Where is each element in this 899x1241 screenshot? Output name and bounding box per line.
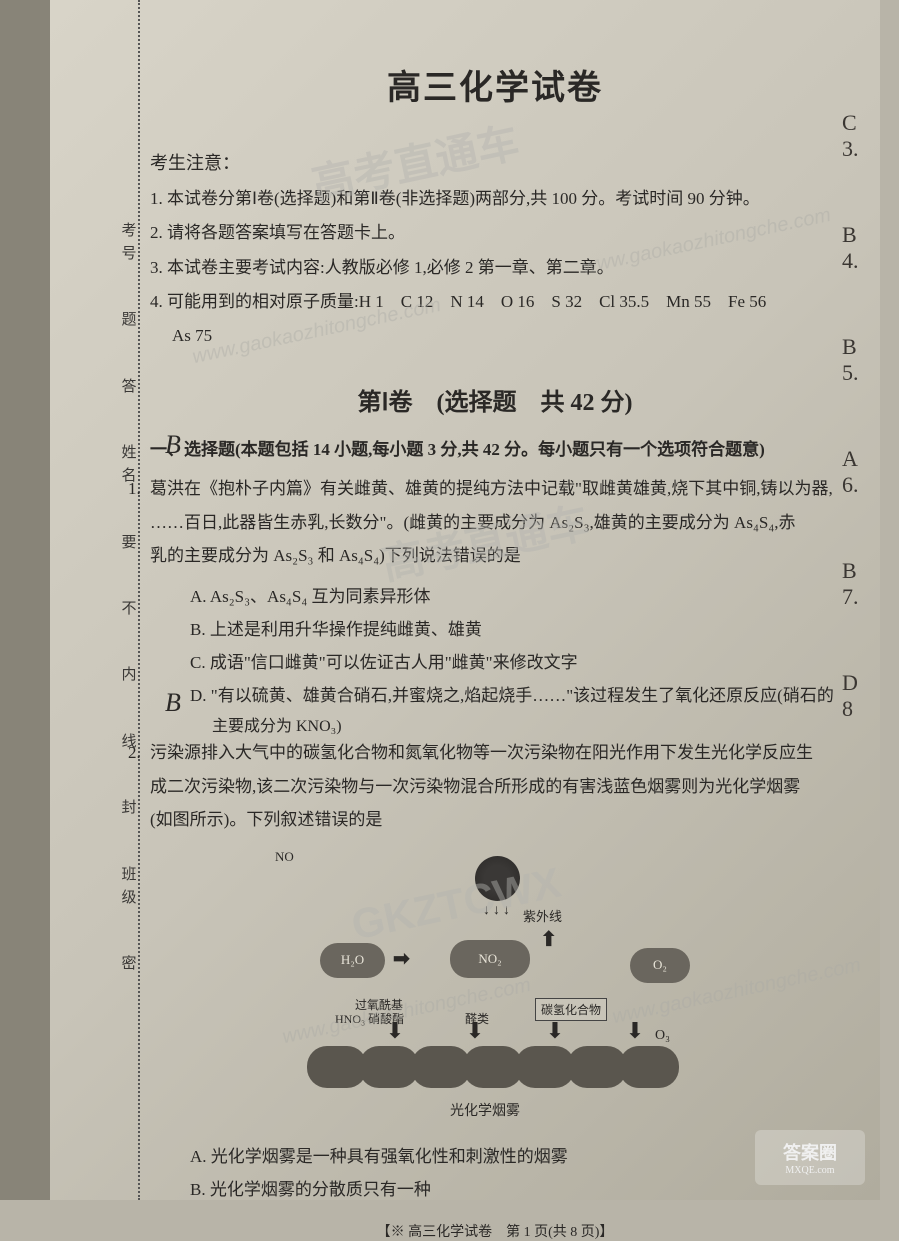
exam-page: 考号 题 答 姓名 要 不 内 线 封 班级 密 高三化学试卷 考生注意： 1.… [50, 0, 880, 1200]
uv-rays-icon: ↓↓↓ [483, 903, 513, 919]
q2-line2: 成二次污染物,该二次污染物与一次污染物混合所形成的有害浅蓝色烟雾则为光化学烟雾 [150, 777, 800, 796]
margin-note: C 3. [842, 110, 872, 162]
v-label-yao: 要 [118, 534, 139, 557]
binding-edge [0, 0, 50, 1200]
q1-number: 1. [128, 472, 141, 505]
v-label-examno: 考号 [118, 222, 139, 268]
handwritten-answer-1: B [165, 430, 181, 460]
o3-label: O₃ [655, 1028, 670, 1044]
q1-option-a: A. As₂S₃、As₄S₄ 互为同素异形体 [150, 580, 840, 613]
margin-note: B 7. [842, 558, 872, 610]
smog-cloud-icon [411, 1046, 471, 1088]
q1-option-d2: 主要成分为 KNO₃) [150, 712, 840, 736]
q1-line3: 乳的主要成分为 As₂S₃ 和 As₄S₄)下列说法错误的是 [150, 546, 521, 565]
cloud-no2: NO₂ [450, 940, 530, 978]
smog-cloud-icon [359, 1046, 419, 1088]
q2-line1: 污染源排入大气中的碳氢化合物和氮氧化物等一次污染物在阳光作用下发生光化学反应生 [150, 743, 813, 762]
cloud-o2: O₂ [630, 948, 690, 983]
uv-label: 紫外线 [523, 906, 562, 925]
right-margin-notes: C 3. B 4. B 5. A 6. B 7. D 8 [842, 110, 872, 722]
arrow-no-up: ➡ [536, 930, 561, 947]
corner-title: 答案圈 [783, 1139, 837, 1165]
arrow-h2o-no2: ➡ [393, 946, 410, 971]
page-footer: 【※ 高三化学试卷 第 1 页(共 8 页)】 [150, 1221, 840, 1241]
v-label-bu: 不 [118, 600, 139, 623]
v-label-ti: 题 [118, 311, 139, 334]
margin-note: A 6. [842, 446, 872, 498]
q2-number: 2. [128, 736, 141, 769]
v-label-mi: 密 [118, 955, 139, 978]
v-label-nei: 内 [118, 666, 139, 689]
notice-heading: 考生注意： [150, 149, 840, 175]
down-arrow-icon: ⬇ [546, 1018, 564, 1044]
corner-url: MXQE.com [785, 1165, 834, 1176]
cloud-h2o: H₂O [320, 943, 385, 978]
q1-option-c: C. 成语"信口雌黄"可以佐证古人用"雌黄"来修改文字 [150, 646, 840, 679]
q1-line1: 葛洪在《抱朴子内篇》有关雌黄、雄黄的提纯方法中记载"取雌黄雄黄,烧下其中铜,铸以… [150, 479, 833, 498]
v-label-class: 班级 [118, 866, 139, 912]
q1-option-d1: D. "有以硫黄、雄黄合硝石,并蜜烧之,焰起烧手……"该过程发生了氧化还原反应(… [150, 679, 840, 712]
notice-1: 1. 本试卷分第Ⅰ卷(选择题)和第Ⅱ卷(非选择题)两部分,共 100 分。考试时… [150, 183, 840, 215]
no-label: NO [275, 849, 294, 864]
section-1-title: 第Ⅰ卷 (选择题 共 42 分) [150, 382, 840, 417]
down-arrow-icon: ⬇ [466, 1018, 484, 1044]
smog-clouds-row [315, 1046, 695, 1096]
v-label-da: 答 [118, 378, 139, 401]
q2-line3: (如图所示)。下列叙述错误的是 [150, 810, 382, 829]
notice-3: 3. 本试卷主要考试内容:人教版必修 1,必修 2 第一章、第二章。 [150, 252, 840, 284]
q1-option-b: B. 上述是利用升华操作提纯雌黄、雄黄 [150, 613, 840, 646]
q2-option-b: B. 光化学烟雾的分散质只有一种 [150, 1173, 840, 1206]
margin-note: B 5. [842, 334, 872, 386]
smog-cloud-icon [567, 1046, 627, 1088]
smog-cloud-icon [515, 1046, 575, 1088]
margin-note: D 8 [842, 670, 872, 722]
section-1-header: 一、选择题(本题包括 14 小题,每小题 3 分,共 42 分。每小题只有一个选… [150, 435, 840, 460]
smog-cloud-icon [307, 1046, 367, 1088]
question-2: 2. 污染源排入大气中的碳氢化合物和氮氧化物等一次污染物在阳光作用下发生光化学反… [150, 736, 840, 835]
vertical-margin-labels: 考号 题 答 姓名 要 不 内 线 封 班级 密 [108, 200, 148, 1000]
corner-logo: 答案圈 MXQE.com [755, 1130, 865, 1185]
notice-4: 4. 可能用到的相对原子质量:H 1 C 12 N 14 O 16 S 32 C… [150, 286, 840, 318]
q1-line2: ……百日,此器皆生赤乳,长数分"。(雌黄的主要成分为 As₂S₃,雄黄的主要成分… [150, 513, 796, 532]
handwritten-answer-2: B [165, 688, 181, 718]
sun-icon [475, 856, 520, 901]
v-label-feng: 封 [118, 799, 139, 822]
smog-label: 光化学烟雾 [450, 1100, 520, 1120]
exam-title: 高三化学试卷 [150, 60, 840, 109]
smog-cloud-icon [463, 1046, 523, 1088]
question-1: 1. 葛洪在《抱朴子内篇》有关雌黄、雄黄的提纯方法中记载"取雌黄雄黄,烧下其中铜… [150, 472, 840, 571]
smog-cloud-icon [619, 1046, 679, 1088]
q2-option-a: A. 光化学烟雾是一种具有强氧化性和刺激性的烟雾 [150, 1140, 840, 1173]
margin-note: B 4. [842, 222, 872, 274]
